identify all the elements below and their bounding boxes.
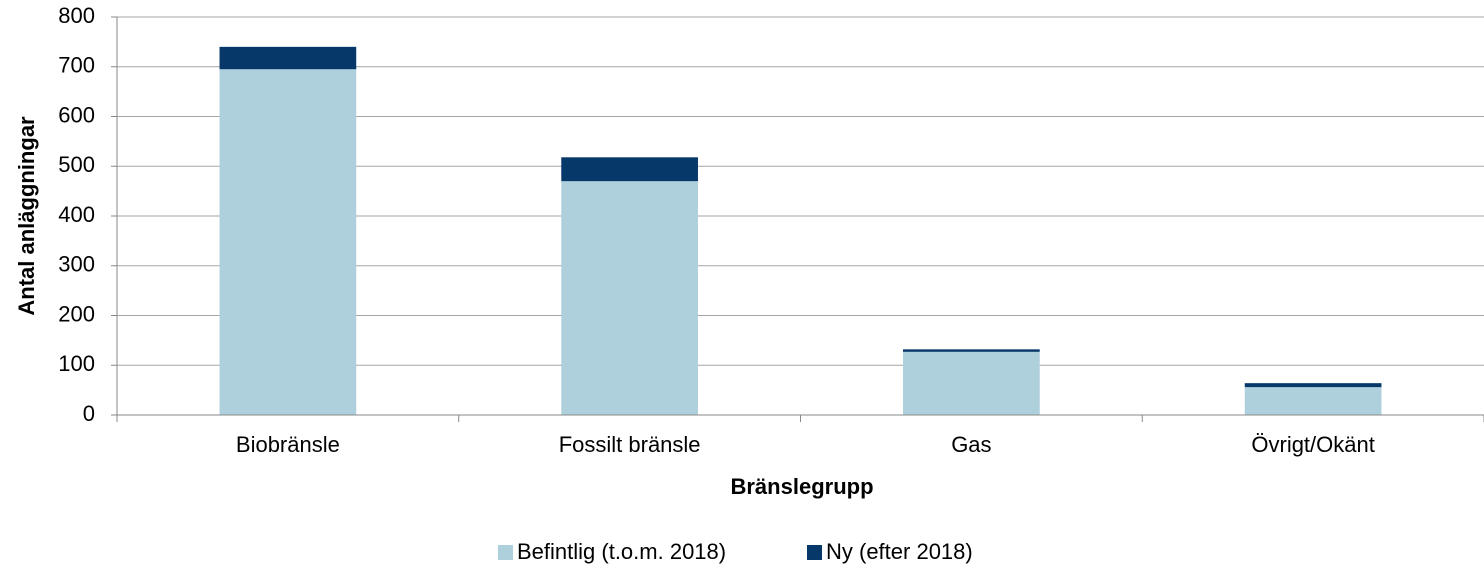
y-tick-label: 500 (58, 152, 95, 177)
bar-segment (561, 157, 698, 182)
bar-segment (1244, 383, 1382, 388)
y-tick-label: 200 (58, 301, 95, 326)
x-tick-label: Biobränsle (236, 432, 340, 457)
legend-label: Ny (efter 2018) (826, 539, 973, 564)
y-tick-label: 0 (83, 401, 95, 426)
bar-segment (903, 351, 1040, 415)
bar-segment (561, 181, 698, 415)
y-tick-label: 600 (58, 102, 95, 127)
legend-swatch (498, 545, 513, 560)
bar-segment (219, 46, 357, 70)
y-tick-label: 800 (58, 3, 95, 28)
y-tick-label: 700 (58, 53, 95, 78)
x-tick-label: Gas (951, 432, 991, 457)
bar-segment (903, 349, 1040, 352)
x-axis-title: Bränslegrupp (730, 474, 873, 499)
y-tick-label: 100 (58, 351, 95, 376)
legend-swatch (807, 545, 822, 560)
x-tick-label: Övrigt/Okänt (1251, 432, 1374, 457)
bar-segment (219, 69, 357, 416)
x-tick-label: Fossilt bränsle (559, 432, 701, 457)
y-axis-title: Antal anläggningar (14, 116, 39, 316)
bar-segment (1244, 387, 1382, 415)
legend-label: Befintlig (t.o.m. 2018) (517, 539, 726, 564)
y-tick-label: 300 (58, 252, 95, 277)
y-tick-label: 400 (58, 202, 95, 227)
